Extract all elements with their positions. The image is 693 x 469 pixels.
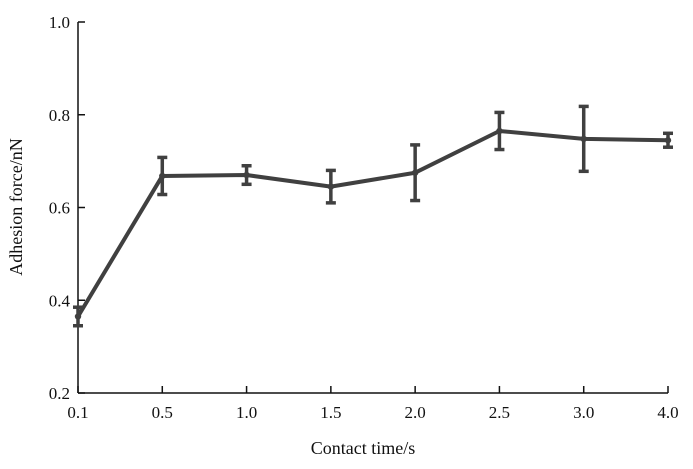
y-tick-label: 1.0 <box>49 13 70 32</box>
data-point <box>243 171 250 179</box>
x-tick-label: 4.0 <box>657 403 678 422</box>
data-point <box>327 183 335 190</box>
x-tick-label: 0.5 <box>152 403 173 422</box>
data-point <box>580 135 587 143</box>
data-point <box>664 137 672 144</box>
x-tick-label: 3.0 <box>573 403 594 422</box>
data-point <box>496 127 503 135</box>
y-ticks: 0.2 0.4 0.6 0.8 1.0 <box>49 13 85 403</box>
x-tick-label: 1.5 <box>320 403 341 422</box>
x-tick-label: 2.5 <box>489 403 510 422</box>
x-tick-label: 2.0 <box>405 403 426 422</box>
series-line <box>76 128 670 319</box>
x-tick-label: 0.1 <box>67 403 88 422</box>
data-point <box>411 169 419 176</box>
series <box>73 104 673 328</box>
x-axis-title: Contact time/s <box>311 438 415 458</box>
y-tick-label: 0.6 <box>49 199 70 218</box>
y-tick-label: 0.4 <box>49 291 71 310</box>
y-axis-title: Adhesion force/nN <box>6 138 26 275</box>
x-ticks: 0.1 0.5 1.0 1.5 2.0 2.5 3.0 4.0 <box>67 386 679 422</box>
series-layer <box>73 104 673 328</box>
axes <box>77 22 668 394</box>
data-point <box>74 313 82 320</box>
y-tick-label: 0.8 <box>49 106 70 125</box>
data-point <box>159 172 166 180</box>
y-tick-label: 0.2 <box>49 384 70 403</box>
x-tick-label: 1.0 <box>236 403 257 422</box>
